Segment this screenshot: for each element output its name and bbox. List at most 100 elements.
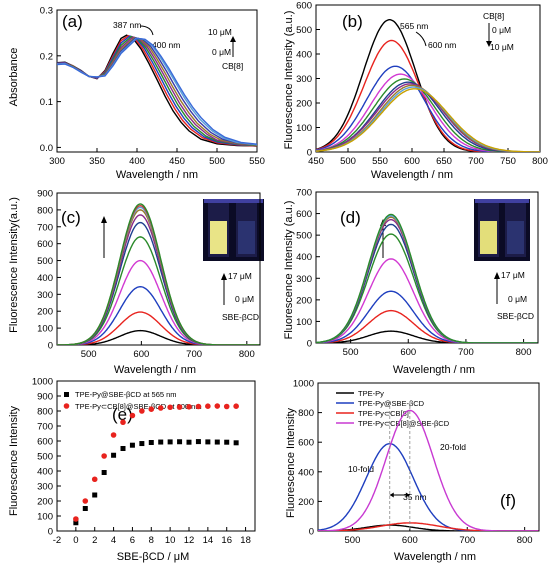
panel-d-series-3 (316, 290, 538, 343)
panel-b-annot-cb8: CB[8] (483, 11, 504, 21)
panel-c-xtick-label: 500 (81, 349, 97, 360)
panel-e-point-s1 (73, 520, 79, 526)
panel-e-point-s2 (110, 432, 117, 438)
panel-c-ytick-label: 400 (37, 273, 53, 284)
panel-e-ylabel: Fluorescence Intensity (8, 405, 20, 516)
panel-c-xtick-label: 600 (133, 349, 149, 360)
panel-c-series-11 (57, 203, 260, 345)
panel-f-series-2 (318, 443, 539, 531)
panel-f-annot-20fold: 20-fold (440, 442, 466, 452)
panel-f-legend: TPE-Py TPE-Py@SBE-βCD TPE-Py⊂CB[8] TPE-P… (336, 389, 450, 428)
panel-e-point-s2 (101, 453, 107, 459)
panel-f-xtick-label: 600 (402, 535, 418, 546)
panel-f-ytick-label: 800 (298, 408, 314, 419)
panel-b-arrow-565 (415, 31, 427, 47)
panel-f-series-4 (318, 409, 539, 531)
panel-c-annot-17um: 17 μM (228, 271, 252, 281)
panel-e-ytick-label: 800 (37, 407, 53, 418)
panel-f-series-3 (318, 522, 539, 531)
panel-f-annot-35nm: 35 nm (403, 492, 427, 502)
panel-c-series-3 (57, 285, 260, 345)
panel-e-legend-label-2: TPE-Py⊂CB[8]@SBE-βCD at 600 nm (75, 402, 202, 411)
panel-e-letter: (e) (112, 405, 133, 424)
panel-e-point-s1 (214, 439, 220, 445)
panel-d-ytick-label: 200 (296, 295, 312, 306)
panel-d-xlabel: Wavelength / nm (393, 364, 475, 376)
panel-d: (d) Wavelength / nm Fluorescence Intensi… (283, 188, 539, 376)
panel-a-ylabel: Absorbance (8, 48, 20, 107)
panel-a-xtick-label: 350 (89, 156, 105, 167)
panel-e-point-s2 (195, 403, 202, 410)
panel-c-xtick-label: 700 (186, 349, 202, 360)
panel-d-arrow-conc-head (494, 272, 500, 279)
panel-c-ytick-label: 500 (37, 256, 53, 267)
panel-d-vial-photo (474, 199, 530, 261)
panel-c-ytick-label: 0 (48, 341, 53, 352)
panel-b-annot-0um: 0 μM (492, 25, 511, 35)
panel-e-xtick-label: 6 (130, 535, 135, 546)
panel-c-arrow-left-head (101, 216, 107, 223)
panel-e-ytick-label: 500 (37, 452, 53, 463)
panel-e-ytick-label: 100 (37, 512, 53, 523)
panel-e-xtick-label: 16 (221, 535, 232, 546)
panel-a: (a) Wavelength / nm Absorbance 387 nm 40… (8, 6, 265, 182)
panel-e-point-s2 (205, 403, 211, 410)
panel-f-legend-label-3: TPE-Py⊂CB[8] (358, 409, 409, 418)
panel-e-xtick-label: 2 (92, 535, 97, 546)
panel-d-ytick-label: 600 (296, 209, 312, 220)
panel-e-point-s1 (148, 440, 154, 445)
panel-b-xtick-label: 600 (404, 156, 420, 167)
panel-e-legend-marker-2 (63, 403, 70, 409)
panel-e-point-s2 (157, 405, 164, 411)
panel-c-plot-frame (56, 192, 261, 346)
panel-e-point-s2 (176, 404, 183, 410)
panel-e-point-s2 (120, 419, 126, 426)
panel-e-legend-marker-1 (64, 392, 69, 397)
panel-a-plot-area (57, 34, 257, 147)
panel-a-series-9 (57, 37, 257, 145)
panel-a-ytick-label: 0.3 (40, 6, 53, 17)
panel-e-point-s1 (101, 470, 107, 475)
panel-c-ylabel: Fluorescence Intensity(a.u.) (8, 197, 20, 333)
panel-f-series-1 (318, 524, 539, 531)
panel-d-xtick-label: 700 (458, 347, 474, 358)
panel-b-letter: (b) (342, 12, 363, 31)
panel-d-ytick-label: 700 (296, 188, 312, 199)
panel-b-annot-600: 600 nm (428, 40, 456, 50)
panel-f-ytick-label: 200 (298, 497, 314, 508)
panel-a-xlabel: Wavelength / nm (116, 169, 198, 181)
panel-e-point-s2 (167, 404, 173, 411)
panel-e-xtick-label: -2 (53, 535, 61, 546)
panel-c-ytick-label: 600 (37, 239, 53, 250)
panel-d-series-10 (316, 213, 538, 343)
panel-e-point-s2 (223, 403, 230, 410)
panel-d-letter: (d) (340, 208, 361, 227)
panel-e-point-s2 (73, 516, 79, 522)
panel-e-xtick-label: 0 (73, 535, 78, 546)
panel-e-point-s2 (139, 408, 145, 414)
panel-d-series-4 (316, 258, 538, 343)
panel-f-ylabel: Fluorescence Intensity (285, 407, 297, 518)
panel-f-legend-label-2: TPE-Py@SBE-βCD (358, 399, 425, 408)
panel-e-point-s1 (139, 441, 145, 447)
panel-c-vial-photo (203, 199, 264, 261)
panel-c-ytick-label: 800 (37, 205, 53, 216)
panel-c-ytick-label: 700 (37, 222, 53, 233)
panel-c-series-1 (57, 329, 260, 345)
panel-b-xlabel: Wavelength / nm (371, 169, 453, 181)
panel-a-xtick-label: 450 (169, 156, 185, 167)
panel-e-ytick-label: 600 (37, 437, 53, 448)
panel-d-series-1 (316, 330, 538, 343)
panel-f-xtick-label: 500 (345, 535, 361, 546)
panel-b-xtick-label: 550 (372, 156, 388, 167)
panel-e-point-s1 (129, 442, 135, 448)
panel-b-xtick-label: 800 (532, 156, 548, 167)
panel-b-annot-10um: 10 μM (490, 42, 514, 52)
panel-b-xtick-label: 650 (436, 156, 452, 167)
panel-b-series-10 (316, 88, 540, 152)
panel-d-xtick-label: 800 (516, 347, 532, 358)
panel-c-plot-area (57, 203, 260, 345)
panel-d-ytick-label: 0 (307, 339, 312, 350)
panel-d-annot-0um: 0 μM (508, 294, 527, 304)
panel-c-xtick-label: 800 (239, 349, 255, 360)
